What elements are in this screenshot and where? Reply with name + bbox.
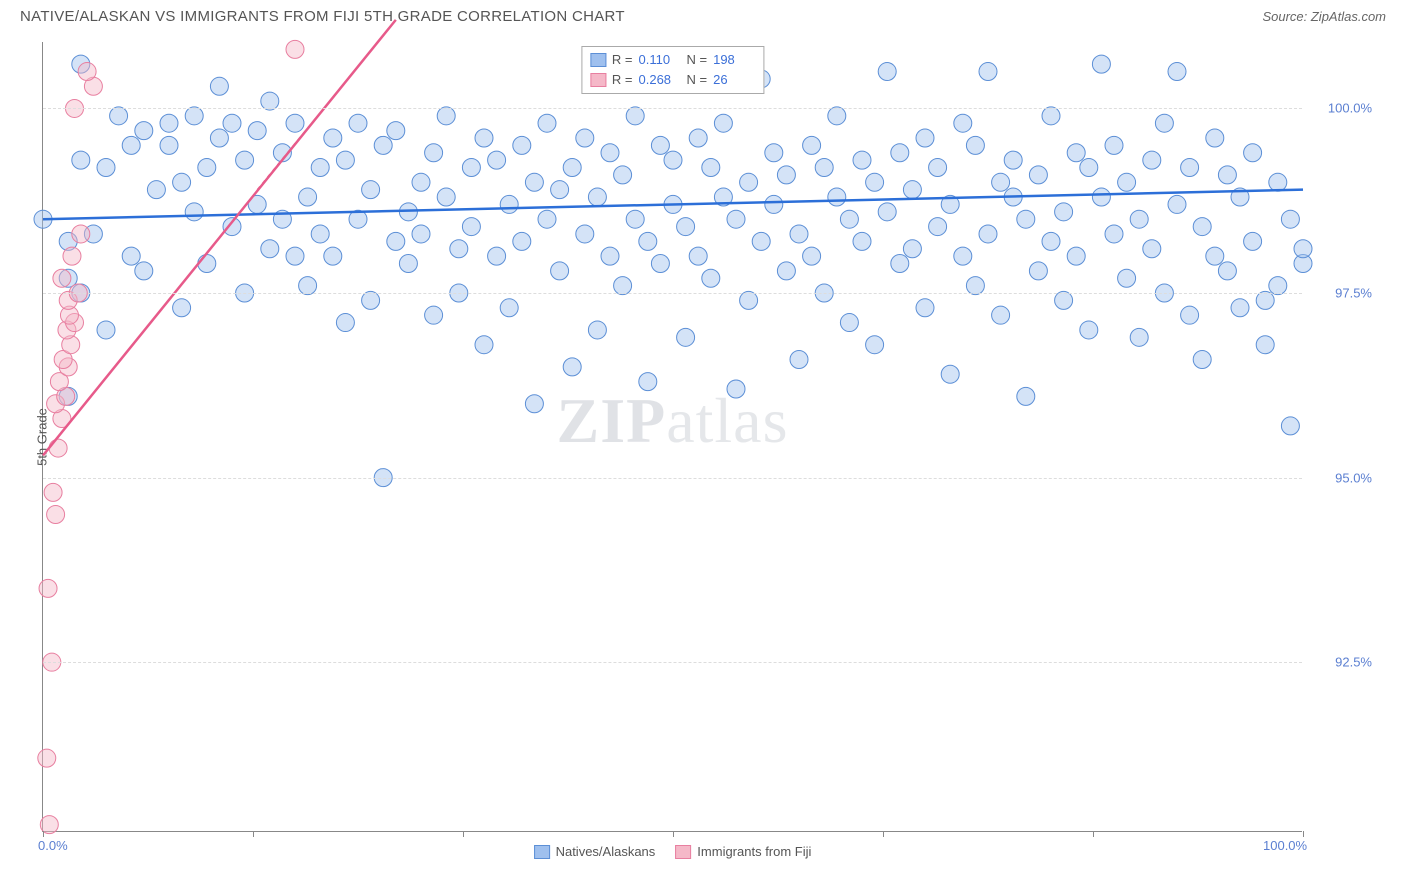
y-tick-label: 100.0% bbox=[1328, 101, 1372, 116]
correlation-legend: R = 0.110 N = 198 R = 0.268 N = 26 bbox=[581, 46, 764, 94]
legend-row-natives: R = 0.110 N = 198 bbox=[590, 50, 755, 70]
chart-container: 5th Grade ZIPatlas R = 0.110 N = 198 R =… bbox=[42, 42, 1372, 832]
scatter-plot-svg bbox=[43, 42, 1303, 832]
legend-label: Immigrants from Fiji bbox=[697, 844, 811, 859]
legend-item-natives: Natives/Alaskans bbox=[534, 844, 656, 859]
legend-row-fiji: R = 0.268 N = 26 bbox=[590, 70, 755, 90]
gridline bbox=[43, 662, 1302, 663]
x-tick bbox=[253, 831, 254, 837]
x-tick bbox=[673, 831, 674, 837]
x-tick bbox=[883, 831, 884, 837]
y-tick-label: 95.0% bbox=[1335, 470, 1372, 485]
swatch-natives bbox=[590, 53, 606, 67]
legend-label: Natives/Alaskans bbox=[556, 844, 656, 859]
x-tick bbox=[1093, 831, 1094, 837]
swatch-fiji bbox=[590, 73, 606, 87]
x-tick bbox=[43, 831, 44, 837]
y-tick-label: 92.5% bbox=[1335, 655, 1372, 670]
swatch-fiji-icon bbox=[675, 845, 691, 859]
plot-area: 5th Grade ZIPatlas R = 0.110 N = 198 R =… bbox=[42, 42, 1302, 832]
x-tick bbox=[1303, 831, 1304, 837]
chart-title: NATIVE/ALASKAN VS IMMIGRANTS FROM FIJI 5… bbox=[20, 8, 625, 25]
gridline bbox=[43, 108, 1302, 109]
gridline bbox=[43, 478, 1302, 479]
source-label: Source: ZipAtlas.com bbox=[1262, 9, 1386, 24]
series-legend: Natives/Alaskans Immigrants from Fiji bbox=[534, 844, 812, 859]
x-tick-label: 0.0% bbox=[38, 838, 68, 853]
gridline bbox=[43, 293, 1302, 294]
swatch-natives-icon bbox=[534, 845, 550, 859]
x-tick-label: 100.0% bbox=[1263, 838, 1307, 853]
x-tick bbox=[463, 831, 464, 837]
y-tick-label: 97.5% bbox=[1335, 286, 1372, 301]
legend-item-fiji: Immigrants from Fiji bbox=[675, 844, 811, 859]
